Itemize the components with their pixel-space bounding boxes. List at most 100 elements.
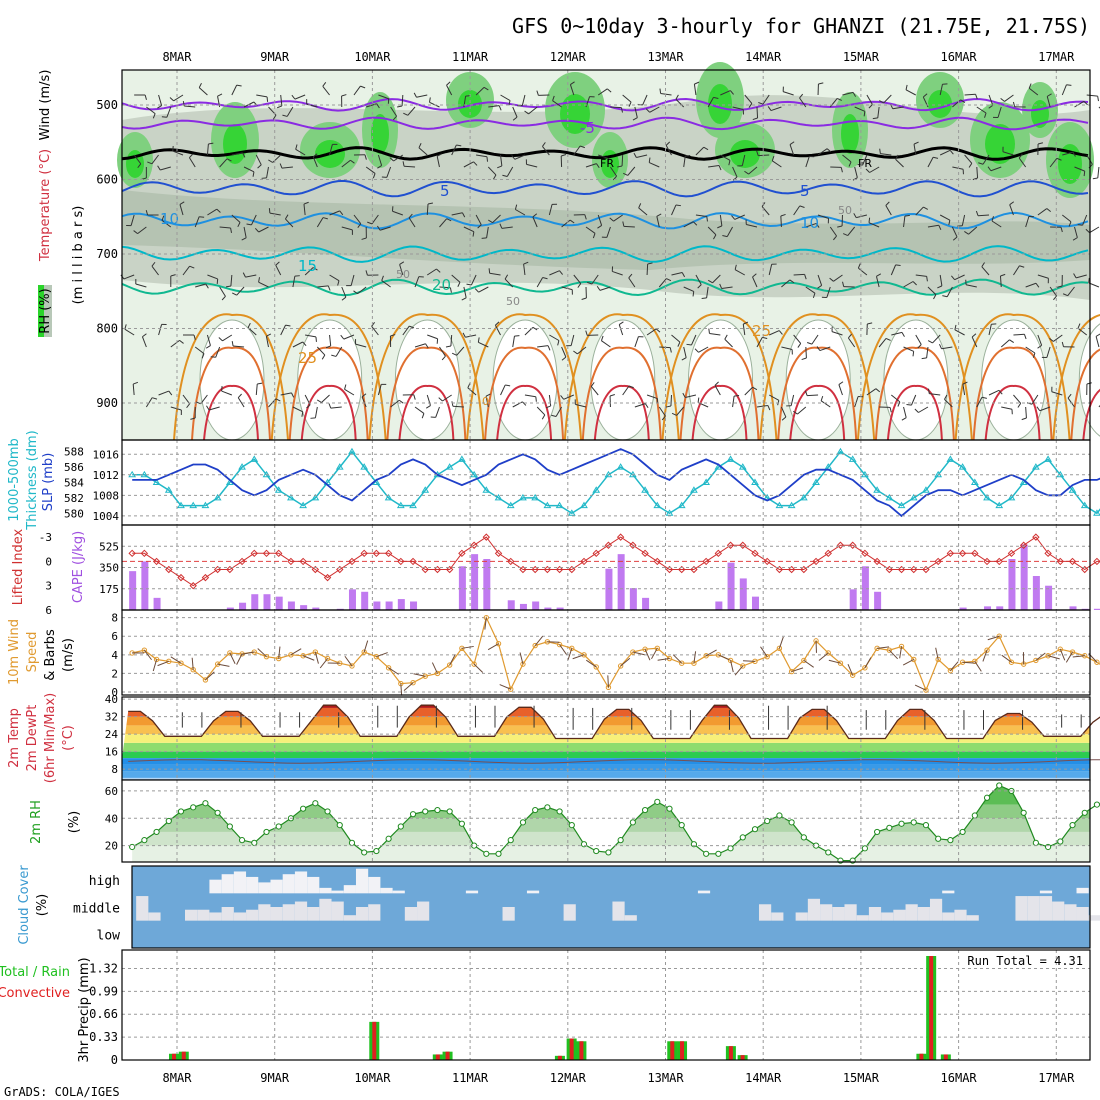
wind-barb-flag <box>707 279 713 284</box>
rh-point <box>678 822 685 829</box>
wind-barb-flag <box>408 213 413 219</box>
wind-barb <box>610 166 618 177</box>
wind-barb <box>407 106 416 116</box>
panel-frame <box>121 439 1091 526</box>
cape-tick-label: 175 <box>99 583 119 596</box>
wind-barb <box>880 153 892 156</box>
wind-barb <box>1089 226 1100 234</box>
slp-axis-label: SLP (mb) <box>41 453 56 512</box>
wind-barb <box>734 665 744 676</box>
wind-barb <box>426 268 437 276</box>
li-point <box>348 557 356 566</box>
wind-barb <box>567 648 573 660</box>
cloud-middle-bar <box>221 907 234 921</box>
wind-barb <box>720 154 731 161</box>
top-date-label: 10MAR <box>354 50 391 64</box>
wind-barb <box>875 276 880 288</box>
wind-barb <box>195 283 206 288</box>
wind-barb-flag <box>659 88 662 94</box>
rh-very-high-area <box>223 124 247 164</box>
wind-barb <box>746 224 758 228</box>
wind-barb-flag <box>852 92 857 97</box>
thickness-point <box>287 493 295 501</box>
wind-barb <box>1049 286 1057 297</box>
wind-barb <box>888 649 899 660</box>
wind-barb-flag <box>666 278 672 282</box>
wind-barb-flag <box>483 86 489 91</box>
contour-label: 5 <box>440 182 450 200</box>
wind-barb-flag <box>612 175 617 181</box>
wind-barb-flag <box>623 172 628 176</box>
contour-label: 5 <box>800 182 810 200</box>
thickness-point <box>531 493 540 501</box>
wind-barb-flag <box>438 397 443 402</box>
wind-barb-flag <box>692 221 698 226</box>
wind-barb <box>321 394 330 403</box>
wind-barb <box>719 214 723 226</box>
wind-barb <box>312 156 318 168</box>
wind-barb-flag <box>912 281 917 286</box>
bottom-date-labels: 8MAR 9MAR 10MAR 11MAR 12MAR 13MAR 14MAR 15MAR 16… <box>163 1071 1076 1085</box>
wind-barb-flag <box>633 152 637 158</box>
wind-barb-flag <box>806 342 813 345</box>
boundary-layer-lobe <box>394 319 460 441</box>
wind-barb <box>182 265 191 276</box>
wind-barb <box>322 86 330 96</box>
wind-barb <box>982 650 988 662</box>
wind-barb <box>842 91 854 96</box>
wind-speed-point <box>434 670 441 677</box>
wind-speed-point <box>349 663 355 669</box>
rh-point <box>935 835 942 842</box>
wind-barb <box>569 84 575 96</box>
wind-barb-flag <box>441 355 446 361</box>
wind-barb <box>146 106 156 115</box>
li-point <box>1068 557 1077 566</box>
li-point <box>421 565 429 574</box>
wind-barb <box>971 336 978 348</box>
rh-point <box>1069 822 1076 829</box>
cloud-middle-bar <box>246 909 259 921</box>
wind-barb-flag <box>1021 417 1027 421</box>
cloud-high-bar <box>380 887 393 894</box>
wind-barb <box>523 264 526 276</box>
wind-barb <box>760 646 768 657</box>
cloud-middle-bar <box>917 907 930 921</box>
cape-bar <box>385 601 393 610</box>
wind-barb <box>954 274 965 281</box>
wind-barb <box>399 264 404 276</box>
top-date-label: 8MAR <box>163 50 193 64</box>
wind-barb-flag <box>1009 339 1014 343</box>
wind-barb-flag <box>991 216 994 222</box>
cape-bar <box>507 600 515 610</box>
wind-barb-flag <box>133 381 139 385</box>
wind-barb-flag <box>669 347 672 353</box>
bottom-date-label: 14MAR <box>745 1071 782 1085</box>
wind-barb <box>618 324 624 336</box>
wind-barb <box>585 226 596 234</box>
thickness-axis-label: 1000-500mb <box>7 438 22 522</box>
wind-barb-flag <box>954 324 957 330</box>
rh-point <box>483 850 490 857</box>
wind-barb <box>478 286 489 293</box>
wind-barb-flag <box>284 214 289 220</box>
wind-barb <box>585 163 597 168</box>
wind-barb <box>137 226 147 235</box>
isotherm-35 <box>1082 388 1100 441</box>
wind-barb <box>1018 157 1027 168</box>
wind-barb-flag <box>291 392 295 398</box>
wind-barb <box>623 225 635 228</box>
precip-convective-bar <box>670 1041 675 1060</box>
wind-barb <box>371 214 379 225</box>
wind-barb-flag <box>960 99 966 103</box>
wind-barb-flag <box>885 337 891 341</box>
cape-bar <box>348 589 356 610</box>
wind-barb-flag <box>981 396 987 399</box>
wind-barb <box>939 84 943 96</box>
wind-speed-point <box>373 653 380 660</box>
cloud-middle-bar <box>954 909 967 921</box>
wind-barb <box>590 386 599 396</box>
wind-barb-flag <box>622 221 625 227</box>
wind-barb-flag <box>692 291 695 297</box>
wind-barb <box>280 94 283 106</box>
contour-label: 20 <box>432 276 451 294</box>
